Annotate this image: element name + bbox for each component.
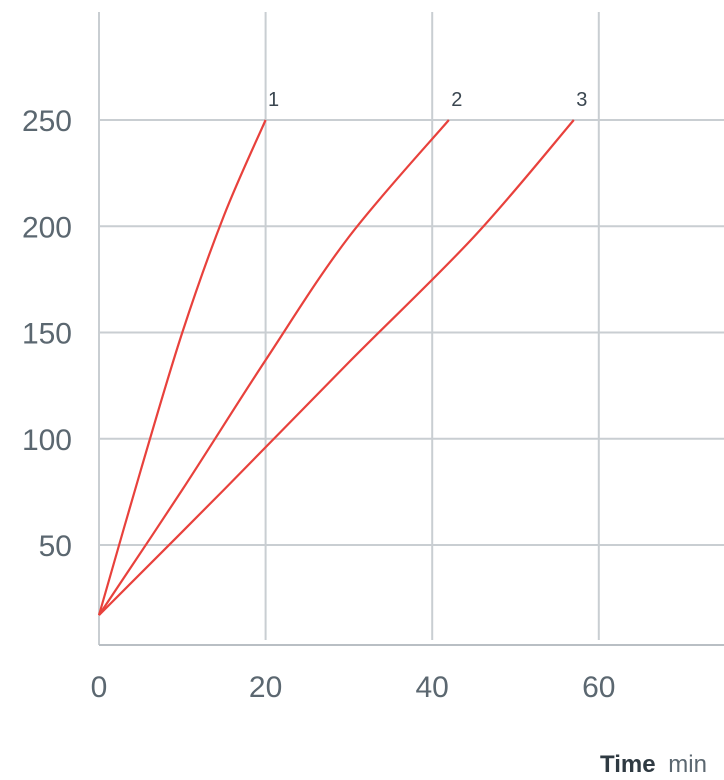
series-group: 1 2 3	[97, 89, 587, 616]
x-tick-label-40: 40	[416, 671, 449, 704]
series-line-2	[98, 119, 450, 616]
series-label-1: 1	[268, 89, 279, 111]
x-tick-label-0: 0	[91, 671, 108, 704]
x-axis-title: Time min	[600, 751, 707, 778]
series-label-2: 2	[451, 89, 462, 111]
x-axis-title-text: Time	[600, 751, 656, 778]
series-line-3	[98, 119, 575, 616]
y-tick-label-100: 100	[22, 424, 72, 457]
y-tick-label-250: 250	[22, 105, 72, 138]
grid	[98, 12, 724, 646]
series-line-1	[97, 119, 267, 616]
y-tick-label-150: 150	[22, 318, 72, 351]
tick-labels: 0 20 40 60 50 100 150 200 250	[22, 105, 616, 704]
y-tick-label-200: 200	[22, 211, 72, 244]
series-label-3: 3	[576, 89, 587, 111]
x-tick-label-60: 60	[582, 671, 615, 704]
x-tick-label-20: 20	[249, 671, 282, 704]
x-axis-title-unit: min	[668, 751, 707, 778]
y-tick-label-50: 50	[39, 530, 72, 563]
